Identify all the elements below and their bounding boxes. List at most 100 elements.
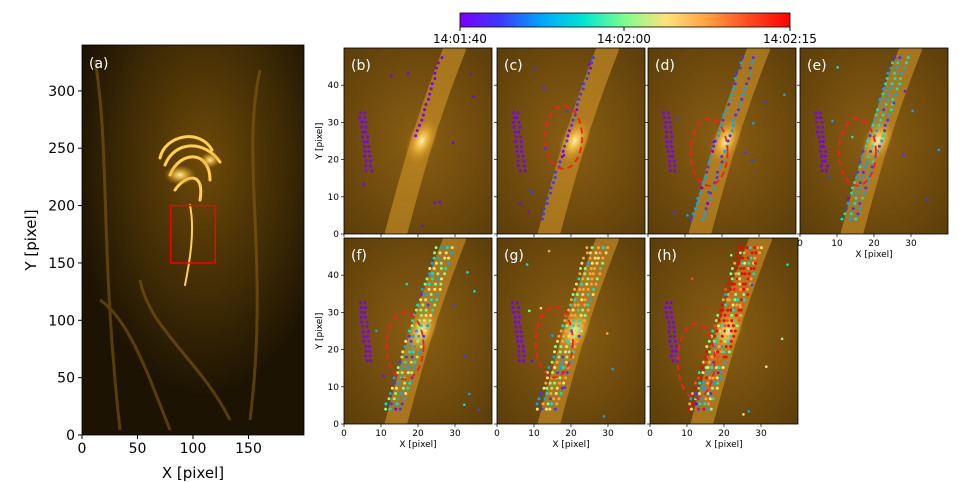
data-point	[721, 365, 725, 369]
y-axis-label: Y [pixel]	[315, 313, 325, 351]
data-point	[705, 170, 709, 174]
data-point	[540, 407, 544, 411]
data-point	[686, 214, 689, 217]
data-point	[854, 196, 858, 200]
data-point	[403, 381, 407, 385]
data-point	[553, 381, 557, 385]
data-point	[710, 355, 714, 359]
data-point	[588, 63, 591, 67]
data-point	[420, 118, 424, 122]
jet-bright-core	[405, 118, 438, 164]
data-point	[364, 130, 368, 134]
data-point	[365, 359, 369, 363]
data-point	[670, 349, 674, 353]
data-point	[588, 272, 592, 276]
data-point	[699, 191, 703, 195]
data-point	[820, 159, 824, 163]
data-point	[709, 391, 713, 395]
data-point	[861, 170, 865, 174]
data-point	[581, 277, 585, 281]
data-point	[517, 349, 521, 353]
data-point	[704, 360, 708, 364]
data-point	[712, 339, 716, 343]
data-point	[824, 169, 828, 173]
data-point	[545, 376, 549, 380]
data-point	[716, 334, 720, 338]
data-point	[563, 386, 567, 389]
data-point	[668, 306, 672, 310]
data-point	[583, 313, 587, 317]
data-point	[717, 345, 721, 349]
data-point	[720, 324, 724, 328]
data-point	[888, 87, 892, 91]
data-point	[414, 329, 418, 333]
data-point	[674, 349, 678, 353]
data-point	[727, 350, 731, 354]
data-point	[723, 324, 727, 328]
data-point	[706, 391, 710, 395]
data-point	[937, 148, 941, 152]
data-point	[401, 386, 405, 390]
data-point	[363, 315, 367, 319]
data-point	[438, 287, 442, 291]
data-point	[582, 82, 586, 86]
data-point	[573, 313, 577, 317]
data-point	[428, 92, 432, 96]
data-point	[581, 308, 585, 312]
data-point	[728, 97, 732, 101]
data-point	[360, 310, 364, 314]
data-point	[720, 334, 724, 338]
data-point	[392, 376, 396, 380]
data-point	[550, 386, 554, 390]
data-point	[689, 397, 693, 401]
x-axis-label: X [pixel]	[552, 440, 589, 450]
x-axis-label: X [pixel]	[399, 440, 436, 450]
data-point	[673, 164, 677, 168]
data-point	[855, 175, 859, 179]
data-point	[844, 207, 848, 211]
data-point	[395, 402, 399, 406]
data-point	[672, 325, 676, 329]
data-point	[367, 339, 371, 343]
data-point	[896, 61, 900, 65]
data-point	[898, 56, 902, 60]
data-point	[892, 101, 896, 105]
data-point	[523, 169, 527, 173]
data-point	[514, 135, 518, 139]
data-point	[433, 287, 437, 291]
data-point	[856, 170, 860, 174]
data-point	[673, 339, 677, 343]
data-point	[518, 125, 522, 129]
data-point	[583, 298, 587, 302]
data-point	[693, 386, 697, 390]
data-point	[710, 365, 714, 369]
data-point	[864, 144, 868, 148]
data-point	[708, 397, 712, 401]
data-point	[722, 113, 726, 117]
data-point	[664, 120, 668, 124]
data-point	[734, 113, 738, 117]
data-point	[520, 339, 524, 343]
data-point	[876, 108, 880, 112]
data-point	[417, 334, 421, 338]
data-point	[825, 164, 829, 168]
data-point	[548, 397, 552, 401]
data-point	[722, 350, 726, 354]
data-point	[575, 103, 579, 107]
data-point	[738, 282, 742, 286]
data-point	[738, 277, 742, 281]
data-point	[893, 56, 897, 60]
y-tick-label: 20	[328, 346, 340, 356]
data-point	[858, 181, 862, 185]
data-point	[721, 118, 725, 122]
data-point	[545, 386, 549, 390]
data-point	[375, 329, 378, 333]
data-point	[719, 339, 723, 343]
data-point	[738, 303, 742, 307]
data-point	[547, 249, 551, 253]
data-point	[362, 335, 366, 339]
data-point	[699, 376, 703, 380]
data-point	[522, 164, 526, 168]
data-point	[749, 256, 753, 260]
data-point	[706, 165, 710, 169]
